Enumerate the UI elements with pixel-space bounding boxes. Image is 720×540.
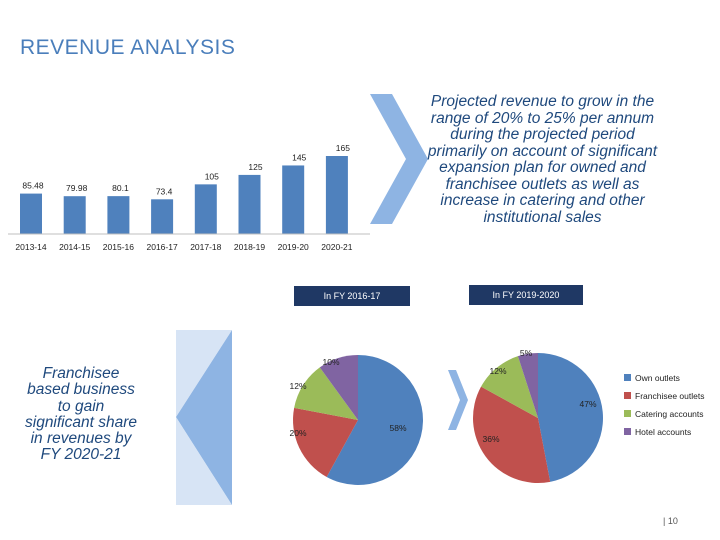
bar-value-label: 79.98 [66, 183, 88, 193]
chevron-arrow-icon [448, 370, 468, 430]
pie-chart-fy2019-2020: 47% 36% 12% 5% [473, 348, 603, 483]
category-tick-label: 2014-15 [59, 242, 90, 252]
bar-2015-16 [107, 196, 130, 234]
bar-2014-15 [63, 196, 86, 234]
bar-2019-20 [282, 165, 305, 234]
pie-slice-franchisee-outlets [473, 386, 551, 483]
category-tick-label: 2017-18 [190, 242, 221, 252]
legend-item: Catering accounts [635, 409, 704, 419]
bar-value-label: 80.1 [112, 183, 129, 193]
slide-title: REVENUE ANALYSIS [20, 36, 236, 59]
category-tick-label: 2018-19 [234, 242, 265, 252]
bar-2017-18 [194, 184, 217, 234]
pie-slice-own-outlets [326, 355, 423, 485]
bar-2020-21 [325, 156, 348, 234]
legend-swatch [624, 410, 631, 417]
category-tick-label: 2015-16 [103, 242, 134, 252]
pie-value-label: 12% [289, 381, 306, 391]
legend-swatch [624, 428, 631, 435]
bar-2018-19 [238, 174, 261, 234]
pie-value-label: 36% [482, 434, 499, 444]
bar-value-label: 105 [205, 171, 219, 181]
franchise-growth-text: Franchisee based business to gain signif… [25, 365, 138, 464]
legend-swatch [624, 374, 631, 381]
bar-value-label: 145 [292, 152, 306, 162]
projection-text: Projected revenue to grow in the range o… [427, 93, 658, 226]
legend-item: Hotel accounts [635, 427, 691, 437]
pie-value-label: 47% [579, 399, 596, 409]
fy-2019-2020-label: In FY 2019-2020 [469, 285, 583, 305]
pie-slice-catering-accounts [481, 356, 538, 418]
pie-chart-fy2016-17: 58% 20% 12% 10% [289, 355, 423, 485]
bar-2016-17 [151, 199, 174, 234]
bar-value-label: 125 [248, 162, 262, 172]
bar-2013-14 [20, 193, 42, 234]
category-tick-label: 2020-21 [321, 242, 352, 252]
pie-slice-franchisee-outlets [293, 407, 358, 477]
legend-item: Own outlets [635, 373, 680, 383]
page-number: | 10 [663, 516, 678, 526]
bar-value-label: 73.4 [156, 186, 173, 196]
pie-slice-hotel-accounts [319, 355, 358, 420]
fy-2016-17-label: In FY 2016-17 [294, 286, 410, 306]
category-tick-label: 2019-20 [278, 242, 309, 252]
pie-value-label: 10% [322, 357, 339, 367]
pie-value-label: 12% [489, 366, 506, 376]
bar-value-label: 165 [336, 143, 350, 153]
pie-slice-catering-accounts [294, 367, 358, 420]
legend-item: Franchisee outlets [635, 391, 704, 401]
pie-legend: Own outlets Franchisee outlets Catering ac… [624, 373, 704, 437]
pie-slice-own-outlets [538, 353, 603, 482]
bar-value-label: 85.48 [22, 181, 44, 191]
category-tick-label: 2016-17 [146, 242, 177, 252]
chevron-arrow-icon [370, 94, 428, 224]
pie-slice-hotel-accounts [517, 353, 538, 418]
pie-value-label: 5% [520, 348, 533, 358]
revenue-bar-chart: 85.48 2013-14 79.98 2014-15 80.1 2015-16 73.4 2… [8, 143, 370, 252]
chevron-arrow-icon [176, 330, 232, 505]
pie-value-label: 20% [289, 428, 306, 438]
pie-value-label: 58% [389, 423, 406, 433]
category-tick-label: 2013-14 [15, 242, 46, 252]
legend-swatch [624, 392, 631, 399]
